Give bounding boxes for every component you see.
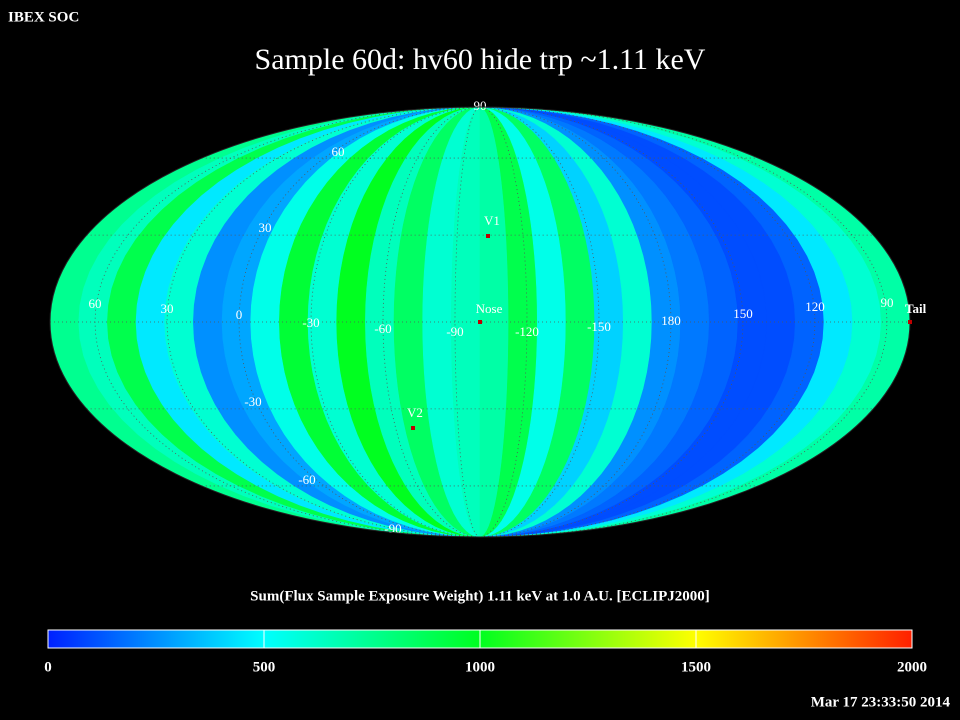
lon-label: -60 bbox=[374, 321, 391, 336]
overlay: 60 30 0 -30 -60 -90 -120 -150 180 150 120 90 90 60 30 -… bbox=[49, 98, 927, 538]
lon-label: 60 bbox=[89, 296, 102, 311]
lon-label: 180 bbox=[661, 313, 681, 328]
lon-label: -150 bbox=[587, 319, 611, 334]
marker-label: Nose bbox=[476, 301, 503, 316]
lon-label: -90 bbox=[446, 324, 463, 339]
lat-label: -60 bbox=[298, 472, 315, 487]
lat-label: -90 bbox=[384, 521, 401, 536]
lon-label: 120 bbox=[805, 299, 825, 314]
colorbar-caption: Sum(Flux Sample Exposure Weight) 1.11 ke… bbox=[250, 588, 710, 604]
lon-label: 90 bbox=[881, 295, 894, 310]
colorbar-tick-label: 500 bbox=[253, 659, 276, 675]
colorbar-tick-label: 2000 bbox=[897, 659, 927, 675]
marker bbox=[478, 320, 482, 324]
colorbar-tick-label: 1000 bbox=[465, 659, 495, 675]
sky-map bbox=[50, 107, 910, 537]
title: Sample 60d: hv60 hide trp ~1.11 keV bbox=[255, 43, 706, 76]
meridian bbox=[166, 107, 481, 537]
lat-label: 90 bbox=[474, 98, 487, 113]
timestamp: Mar 17 23:33:50 2014 bbox=[811, 694, 951, 710]
lon-label: 0 bbox=[236, 307, 243, 322]
lon-label: 30 bbox=[161, 301, 174, 316]
lat-label: -30 bbox=[244, 394, 261, 409]
marker bbox=[411, 426, 415, 430]
meridian bbox=[454, 107, 481, 537]
lat-label: 60 bbox=[332, 144, 345, 159]
lon-label: -120 bbox=[515, 324, 539, 339]
header: IBEX SOC bbox=[8, 9, 79, 25]
marker bbox=[486, 234, 490, 238]
colorbar-tick-label: 1500 bbox=[681, 659, 711, 675]
marker-label: Tail bbox=[905, 301, 927, 316]
marker bbox=[908, 320, 912, 324]
colorbar-tick-label: 0 bbox=[44, 659, 52, 675]
marker-label: V1 bbox=[484, 213, 500, 228]
lon-label: 150 bbox=[733, 306, 753, 321]
lon-label: -30 bbox=[302, 315, 319, 330]
marker-label: V2 bbox=[407, 405, 423, 420]
lat-label: 30 bbox=[259, 220, 272, 235]
